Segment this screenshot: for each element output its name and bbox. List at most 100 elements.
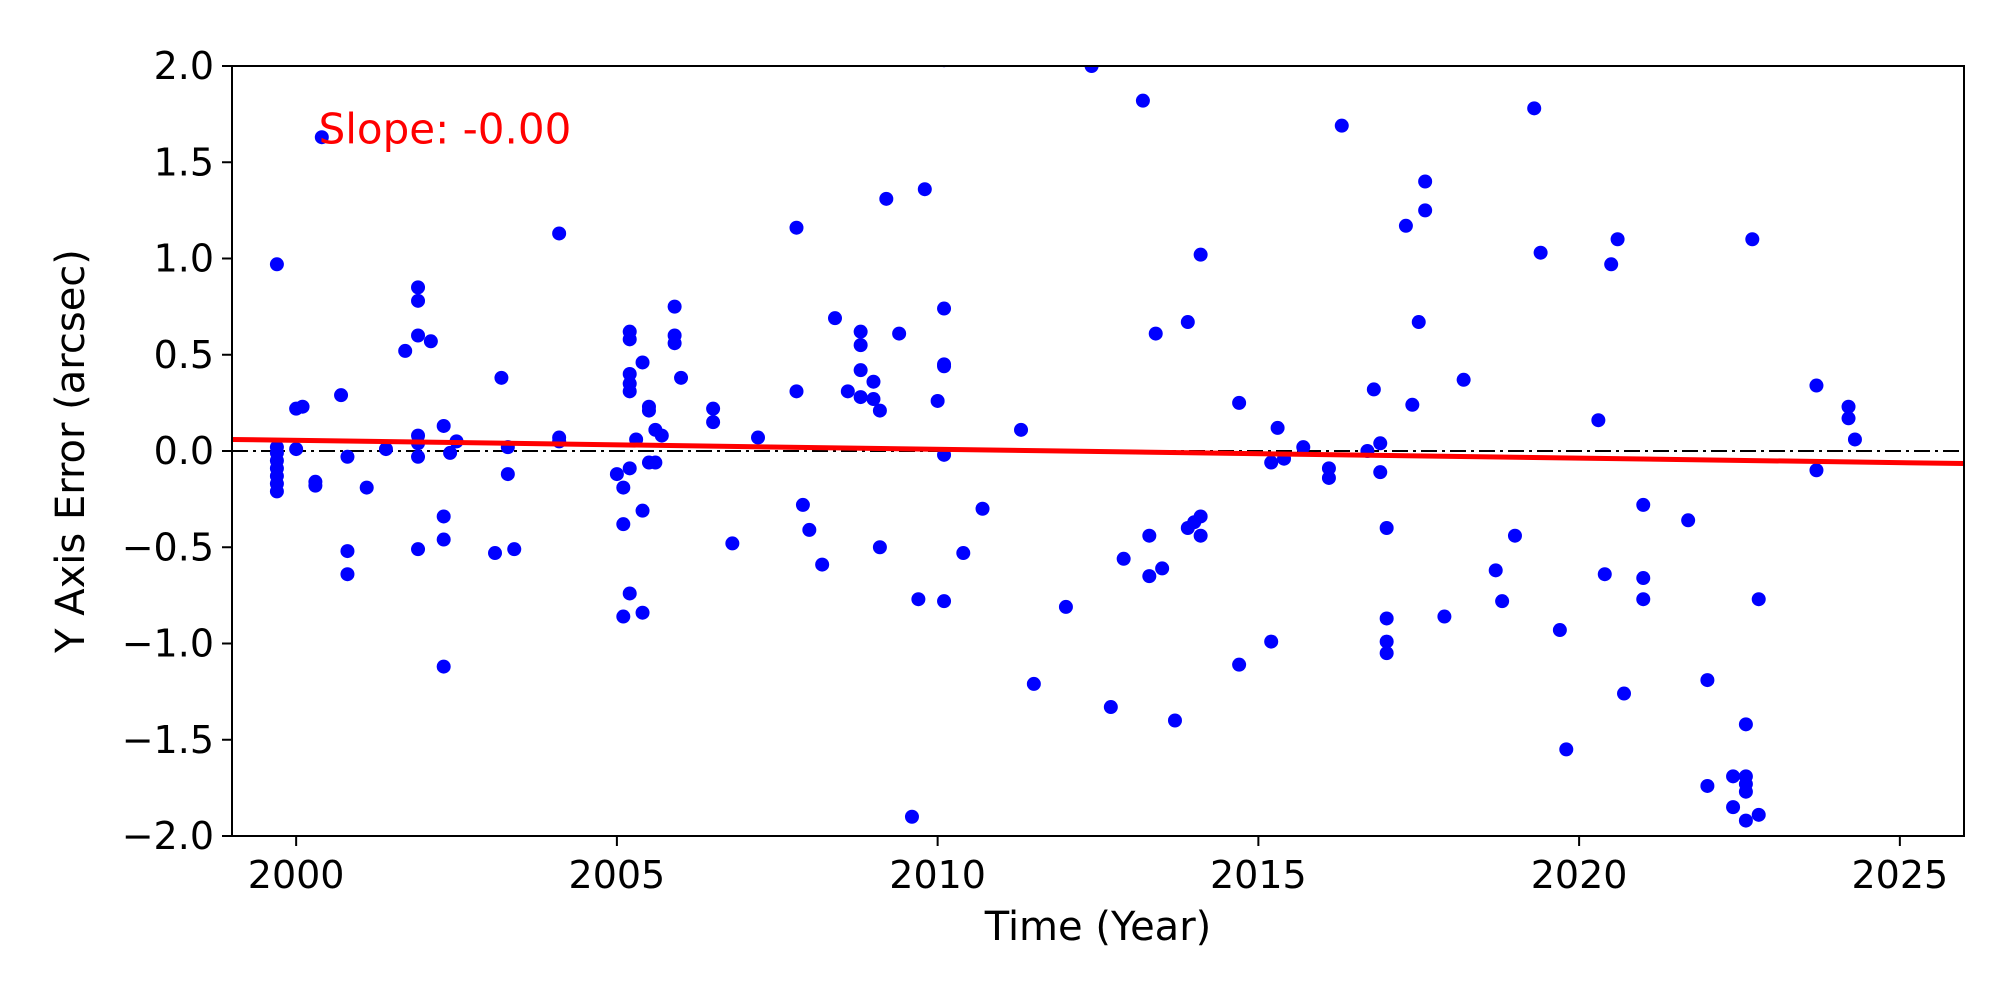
data-point (1700, 673, 1715, 688)
data-point (340, 567, 355, 582)
data-point (1321, 470, 1336, 485)
data-point (1180, 315, 1195, 330)
data-point (937, 594, 952, 609)
data-point (1148, 326, 1163, 341)
data-point (289, 442, 304, 457)
data-point (1636, 592, 1651, 607)
data-point (1847, 432, 1862, 447)
data-point (411, 280, 426, 295)
data-point (872, 540, 887, 555)
data-point (866, 374, 881, 389)
data-point (488, 546, 503, 561)
y-tick-label: −2.0 (122, 814, 214, 858)
data-point (616, 480, 631, 495)
data-point (443, 445, 458, 460)
data-point (423, 334, 438, 349)
trend-fit-line (232, 436, 1964, 467)
y-tick-label: 1.0 (154, 237, 214, 281)
data-point (815, 557, 830, 572)
data-point (378, 442, 393, 457)
data-point (751, 430, 766, 445)
x-tick-label: 2020 (1531, 853, 1628, 897)
data-point (1738, 717, 1753, 732)
data-point (1552, 623, 1567, 638)
data-point (1373, 465, 1388, 480)
data-point (904, 809, 919, 824)
data-point (1809, 463, 1824, 478)
data-point (507, 542, 522, 557)
data-point (853, 390, 868, 405)
data-point (1617, 686, 1632, 701)
data-point (436, 509, 451, 524)
x-tick-label: 2000 (248, 853, 345, 897)
data-point (1084, 66, 1099, 73)
data-point (1103, 700, 1118, 715)
data-point (1366, 382, 1381, 397)
y-tick-label: −0.5 (122, 525, 214, 569)
data-point (1026, 676, 1041, 691)
data-point (1636, 571, 1651, 586)
data-point (1155, 561, 1170, 576)
data-point (1751, 807, 1766, 822)
data-point (1379, 634, 1394, 649)
data-point (840, 384, 855, 399)
data-point (1841, 399, 1856, 414)
data-point (635, 503, 650, 518)
data-point (879, 191, 894, 206)
data-point (1437, 609, 1452, 624)
data-point (359, 480, 374, 495)
x-tick-label: 2025 (1851, 853, 1948, 897)
data-point (334, 388, 349, 403)
data-point (1738, 813, 1753, 828)
data-point (1411, 315, 1426, 330)
y-tick-label: −1.0 (122, 622, 214, 666)
y-tick-label: 2.0 (154, 44, 214, 88)
data-point (648, 455, 663, 470)
data-point (1841, 411, 1856, 426)
y-tick-label: 0.0 (154, 429, 214, 473)
data-point (1142, 528, 1157, 543)
data-point (937, 357, 952, 372)
data-point (1507, 528, 1522, 543)
data-point (635, 355, 650, 370)
data-point (725, 536, 740, 551)
data-point (1700, 778, 1715, 793)
data-point (609, 467, 624, 482)
data-point (827, 311, 842, 326)
data-point (1681, 513, 1696, 528)
data-point (917, 182, 932, 197)
data-point (1636, 497, 1651, 512)
data-point (1193, 509, 1208, 524)
data-point (1604, 257, 1619, 272)
data-point (398, 343, 413, 358)
x-tick-label: 2010 (889, 853, 986, 897)
data-point (1116, 551, 1131, 566)
data-point (1379, 611, 1394, 626)
data-point (911, 592, 926, 607)
data-point (1610, 232, 1625, 247)
data-point (1167, 713, 1182, 728)
data-point (494, 370, 509, 385)
data-point (1533, 245, 1548, 260)
data-point (1379, 521, 1394, 535)
data-point (892, 326, 907, 341)
data-point (1334, 118, 1349, 133)
data-point (706, 415, 721, 430)
data-point (1738, 784, 1753, 799)
data-point (622, 332, 637, 347)
data-point (552, 226, 567, 241)
data-point (1264, 455, 1279, 470)
data-point (269, 257, 284, 272)
data-point (1456, 372, 1471, 387)
data-point (1809, 378, 1824, 393)
data-point (795, 497, 810, 512)
data-point (411, 293, 426, 308)
data-point (1014, 422, 1029, 437)
y-axis-title: Y Axis Error (arcsec) (48, 249, 94, 654)
data-point (1135, 93, 1150, 108)
data-point (1559, 742, 1574, 757)
data-point (1751, 592, 1766, 607)
data-point (1321, 461, 1336, 476)
data-point (789, 384, 804, 399)
